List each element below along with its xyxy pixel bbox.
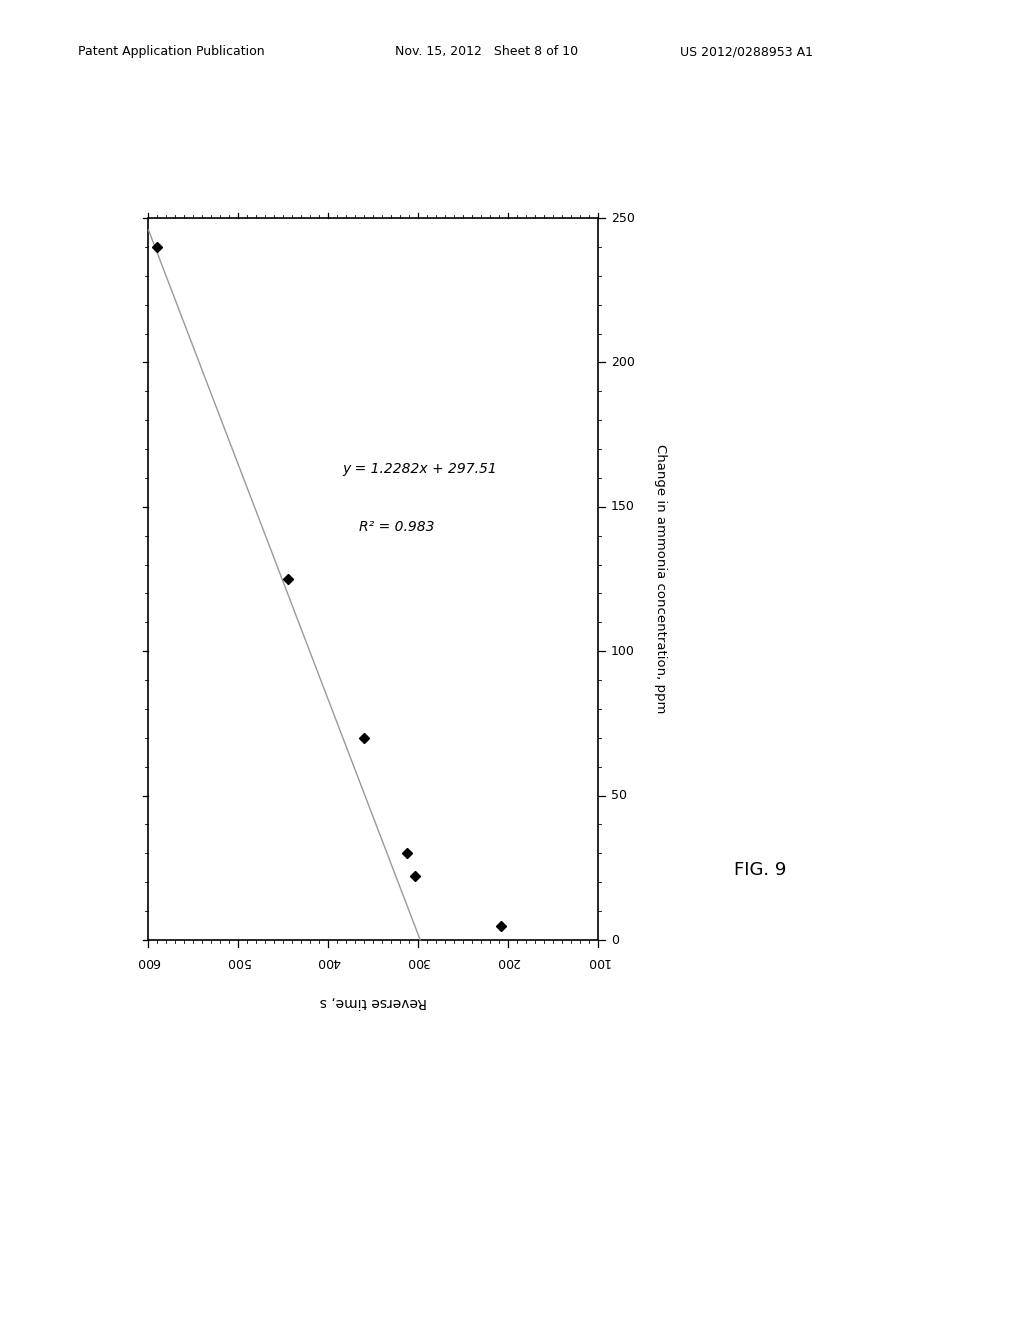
Text: US 2012/0288953 A1: US 2012/0288953 A1 bbox=[680, 45, 813, 58]
Text: Nov. 15, 2012   Sheet 8 of 10: Nov. 15, 2012 Sheet 8 of 10 bbox=[395, 45, 579, 58]
Text: Patent Application Publication: Patent Application Publication bbox=[78, 45, 264, 58]
Text: Change in ammonia concentration, ppm: Change in ammonia concentration, ppm bbox=[653, 445, 667, 714]
Text: 400: 400 bbox=[316, 956, 340, 969]
Text: 150: 150 bbox=[611, 500, 635, 513]
Text: 100: 100 bbox=[611, 644, 635, 657]
Text: 200: 200 bbox=[496, 956, 520, 969]
Text: Reverse time, s: Reverse time, s bbox=[319, 995, 427, 1008]
Text: FIG. 9: FIG. 9 bbox=[734, 861, 786, 879]
Text: 300: 300 bbox=[407, 956, 430, 969]
Text: 100: 100 bbox=[586, 956, 610, 969]
Text: 600: 600 bbox=[136, 956, 160, 969]
Text: 0: 0 bbox=[611, 933, 618, 946]
Bar bbox=[148, 218, 598, 940]
Text: 500: 500 bbox=[226, 956, 250, 969]
Text: 50: 50 bbox=[611, 789, 627, 803]
Text: 200: 200 bbox=[611, 356, 635, 368]
Text: R² = 0.983: R² = 0.983 bbox=[359, 520, 434, 535]
Text: y = 1.2282x + 297.51: y = 1.2282x + 297.51 bbox=[342, 462, 497, 477]
Text: 250: 250 bbox=[611, 211, 635, 224]
